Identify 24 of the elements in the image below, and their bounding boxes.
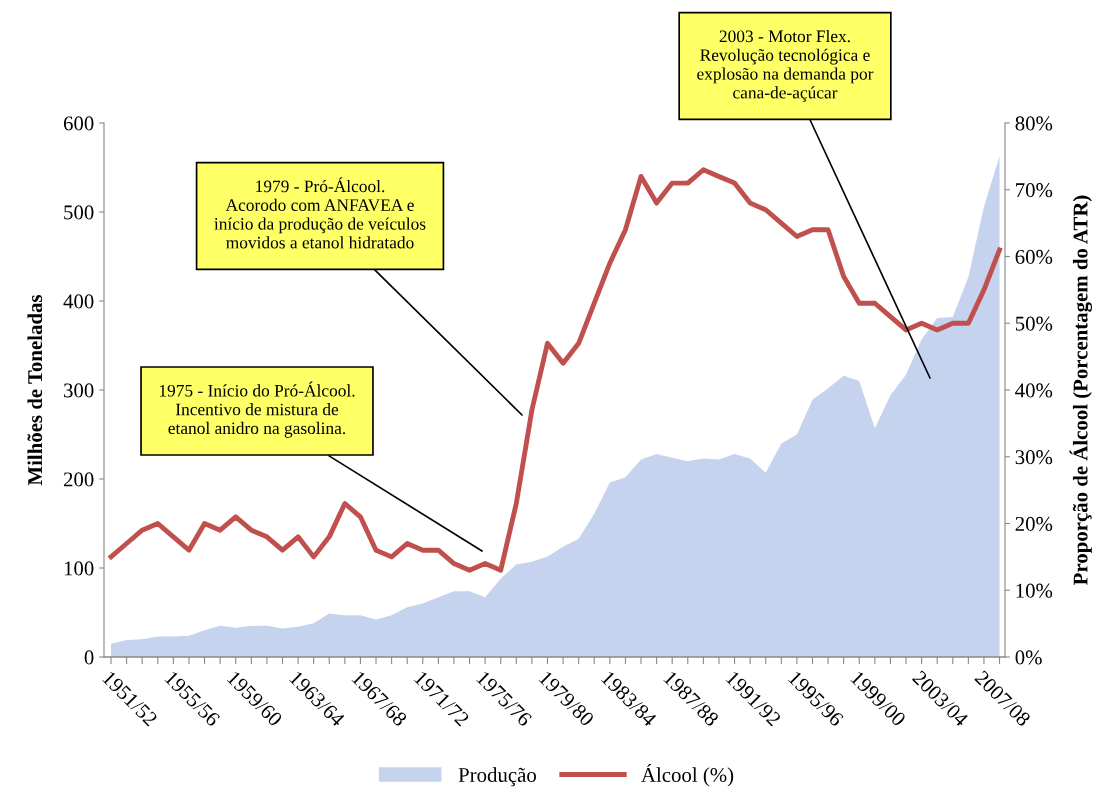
y2-tick-label: 50% [1015,316,1053,331]
legend-label: Álcool (%) [641,763,734,787]
y-tick-label: 100 [64,561,94,576]
annotation: 1979 - Pró-Álcool. Acorodo com ANFAVEA e início da produção de veículos movidos a etanol hidratado [214,177,426,249]
y2-tick-label: 20% [1015,516,1053,531]
y-tick-label: 0 [84,650,94,665]
y2-tick-label: 0% [1015,650,1042,665]
y-tick-label: 300 [64,383,94,398]
text: 2003 - Motor Flex. Revolução tecnológica e explosão na demanda por cana-de-açúcar [697,29,874,103]
y-tick-label: 200 [63,472,94,487]
annotation: 1975 - Início do Pró-Álcool. Incentivo de mistura de etanol anidro na gasolina. [159,381,355,438]
y-tick-label: 500 [64,205,94,220]
y2-tick-label: 60% [1015,249,1053,264]
y2-axis-title: Proporção de Álcool (Porcentagem do ATR) [1069,195,1092,585]
y2-tick-label: 40% [1015,383,1053,398]
y2-tick-label: 10% [1016,583,1053,598]
y2-tick-label: 70% [1016,183,1053,198]
y-tick-label: 400 [63,294,94,309]
y2-tick-label: 30% [1015,450,1053,465]
y-axis-title: Milhões de Toneladas [27,294,43,486]
line-series [108,167,1002,573]
y-tick-label: 600 [63,116,94,131]
y2-tick-label: 80% [1015,116,1053,131]
legend-label: Produção [458,767,536,787]
